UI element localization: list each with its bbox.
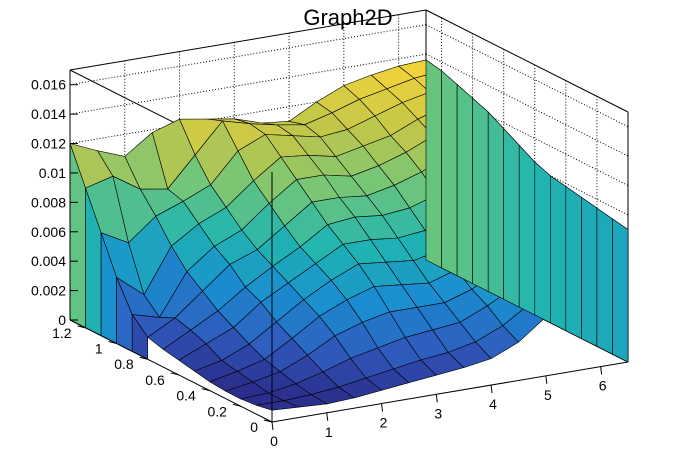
surface-side <box>441 70 458 277</box>
box-edge <box>271 361 629 423</box>
y-tick-label: 0.4 <box>176 388 196 404</box>
box-edge <box>69 9 427 71</box>
y-tick-label: 0 <box>250 419 258 435</box>
x-tick-label: 5 <box>544 387 552 403</box>
surface-side <box>549 175 567 332</box>
x-tick <box>271 421 274 431</box>
x-tick <box>435 394 438 403</box>
chart-title: Graph2D <box>303 5 392 30</box>
surface-side <box>487 111 505 300</box>
z-tick-label: 0.004 <box>31 253 66 269</box>
z-tick-label: 0.016 <box>31 77 66 93</box>
z-tick-label: 0.006 <box>31 224 66 240</box>
z-tick-label: 0.012 <box>31 136 66 152</box>
x-tick-label: 1 <box>325 424 333 440</box>
y-tick <box>77 325 86 329</box>
x-tick <box>490 385 493 394</box>
z-tick-label: 0.014 <box>31 106 66 122</box>
surface-side <box>425 59 442 269</box>
y-tick <box>108 341 117 345</box>
y-tick-label: 1.2 <box>52 325 72 341</box>
surface-side <box>612 218 629 363</box>
surface-side <box>581 196 598 347</box>
surface-side <box>472 97 489 292</box>
y-tick-label: 0.6 <box>145 372 165 388</box>
y-axis: 0 0.2 0.4 0.6 0.8 1 1.2 <box>52 325 273 435</box>
x-tick-label: 6 <box>599 378 607 394</box>
box-edge <box>425 9 629 113</box>
z-tick-label: 0.01 <box>39 165 66 181</box>
y-tick-label: 0.8 <box>114 356 134 372</box>
x-axis: 0 1 2 3 4 5 6 <box>270 366 607 449</box>
y-tick <box>170 372 179 376</box>
z-tick-label: 0.008 <box>31 194 66 210</box>
x-tick <box>381 403 384 412</box>
surface-side <box>456 83 473 284</box>
surface <box>69 59 629 411</box>
y-tick <box>263 419 273 423</box>
y-tick <box>201 388 210 392</box>
z-axis: 0 0.002 0.004 0.006 0.008 0.01 0.012 0.014 0.016 <box>31 70 78 328</box>
x-tick <box>545 375 548 384</box>
grid-line <box>69 53 427 115</box>
box-edge <box>69 319 273 423</box>
x-tick-label: 0 <box>270 433 278 449</box>
x-tick <box>326 412 329 421</box>
surface-cell <box>256 400 300 411</box>
grid-line <box>69 24 427 86</box>
y-tick <box>139 356 148 360</box>
surface-side <box>503 127 520 308</box>
y-tick <box>232 403 242 407</box>
x-tick-label: 4 <box>489 396 497 412</box>
x-tick <box>600 366 603 375</box>
z-tick-label: 0.002 <box>31 283 66 299</box>
y-tick-label: 1 <box>95 341 103 357</box>
y-tick-label: 0.2 <box>207 403 227 419</box>
surface-side <box>534 161 551 324</box>
z-tick-label: 0 <box>58 312 66 328</box>
x-tick-label: 2 <box>380 415 388 431</box>
surface-side <box>596 207 613 355</box>
surface-side <box>565 185 582 339</box>
surface-side <box>518 144 536 316</box>
x-tick-label: 3 <box>434 405 442 421</box>
box-front <box>69 172 629 423</box>
